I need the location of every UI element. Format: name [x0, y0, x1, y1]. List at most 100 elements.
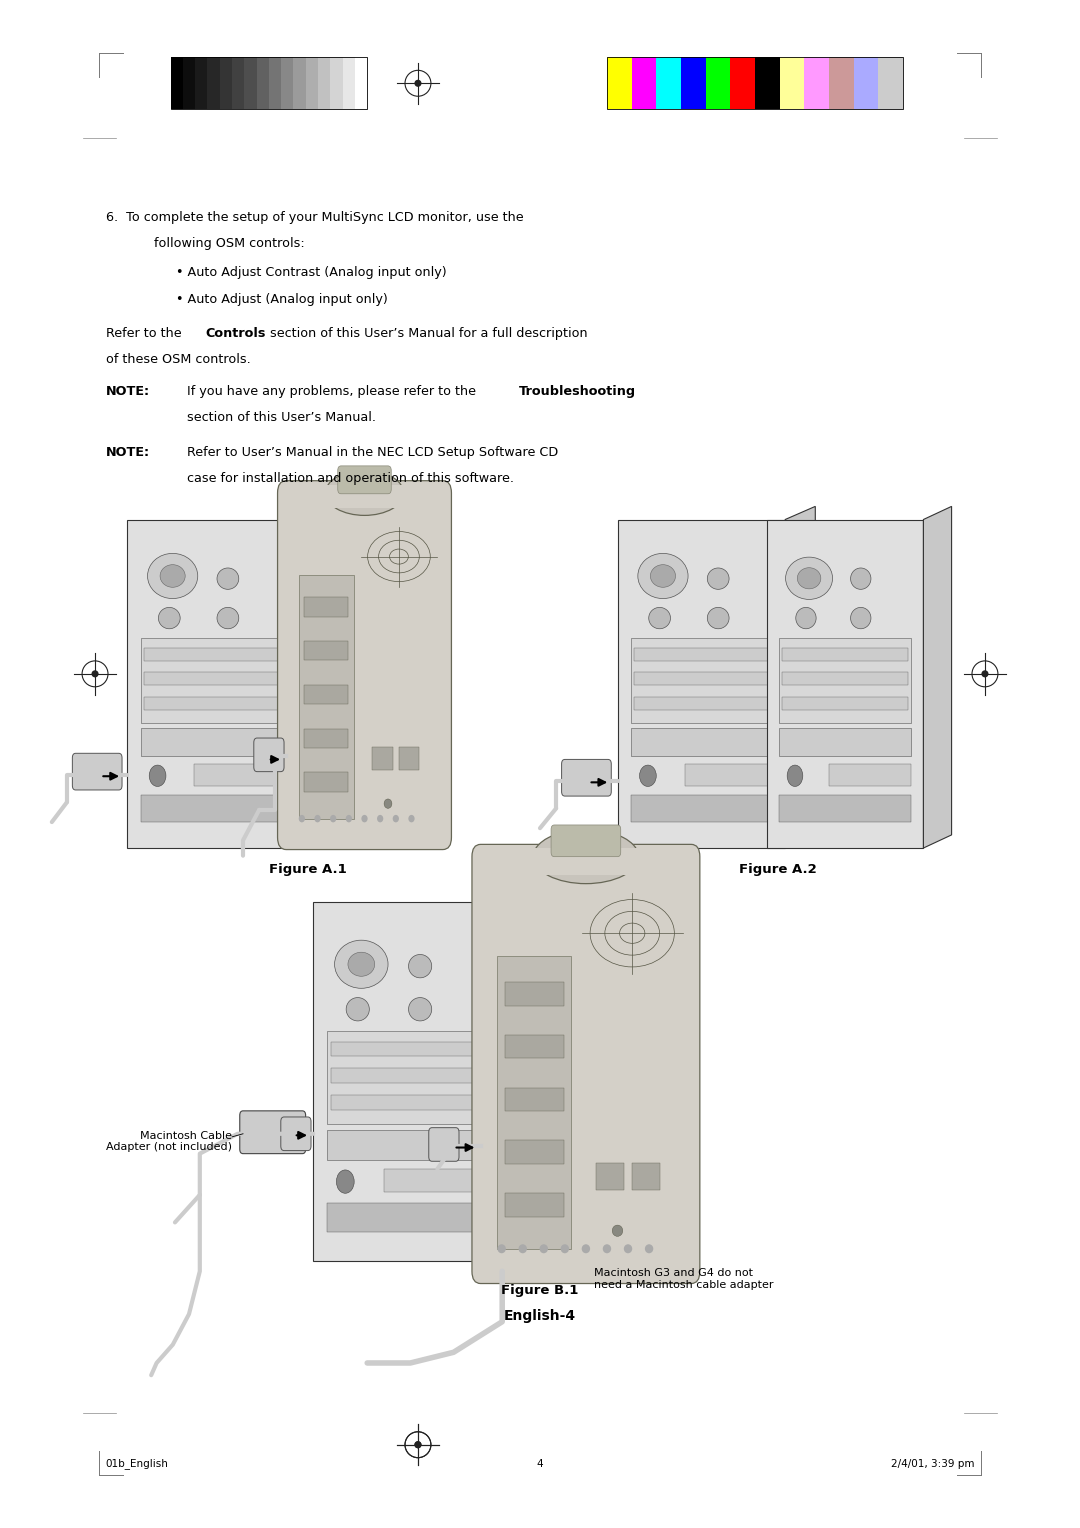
Polygon shape	[785, 506, 815, 848]
Text: following OSM controls:: following OSM controls:	[154, 237, 306, 251]
Polygon shape	[295, 506, 325, 848]
FancyBboxPatch shape	[72, 753, 122, 790]
Bar	[269, 57, 281, 108]
Text: 4: 4	[537, 1459, 543, 1468]
Ellipse shape	[92, 671, 98, 677]
Text: 01b_English: 01b_English	[106, 1458, 168, 1470]
Ellipse shape	[347, 955, 369, 978]
Ellipse shape	[347, 998, 369, 1021]
Text: case for installation and operation of this software.: case for installation and operation of t…	[187, 472, 514, 486]
Polygon shape	[313, 902, 491, 1261]
FancyBboxPatch shape	[429, 1128, 459, 1161]
Ellipse shape	[415, 1441, 421, 1449]
Bar	[730, 57, 755, 108]
Bar	[140, 729, 282, 756]
Ellipse shape	[299, 814, 305, 822]
Text: Figure B.1: Figure B.1	[501, 1284, 579, 1297]
Bar	[171, 57, 367, 108]
Ellipse shape	[982, 671, 988, 677]
Bar	[607, 57, 903, 108]
Bar	[145, 672, 279, 686]
Ellipse shape	[796, 568, 816, 590]
Ellipse shape	[518, 1244, 527, 1253]
Polygon shape	[618, 520, 785, 848]
Bar	[631, 637, 772, 723]
Bar	[504, 1088, 564, 1111]
Ellipse shape	[336, 1170, 354, 1193]
FancyBboxPatch shape	[278, 481, 451, 850]
FancyBboxPatch shape	[338, 466, 391, 494]
Ellipse shape	[797, 568, 821, 588]
FancyBboxPatch shape	[551, 825, 621, 857]
Bar	[504, 1140, 564, 1164]
Bar	[305, 772, 348, 792]
Text: English-4: English-4	[504, 1309, 576, 1323]
Bar	[330, 1042, 473, 1056]
Text: section of this User’s Manual for a full description: section of this User’s Manual for a full…	[266, 327, 588, 341]
Ellipse shape	[561, 1244, 569, 1253]
Bar	[194, 764, 282, 785]
Bar	[782, 672, 907, 686]
Bar	[657, 57, 681, 108]
Bar	[257, 57, 269, 108]
Ellipse shape	[335, 940, 388, 989]
Ellipse shape	[785, 558, 833, 599]
Bar	[305, 729, 348, 749]
Bar	[319, 57, 330, 108]
Bar	[805, 57, 829, 108]
Bar	[705, 57, 730, 108]
Bar	[632, 57, 657, 108]
Bar	[220, 57, 232, 108]
Bar	[878, 57, 903, 108]
Bar	[195, 57, 207, 108]
Bar	[299, 486, 430, 507]
Ellipse shape	[362, 814, 367, 822]
Bar	[782, 648, 907, 660]
Bar	[399, 747, 419, 770]
Ellipse shape	[650, 565, 675, 587]
Ellipse shape	[582, 1244, 590, 1253]
Bar	[330, 57, 342, 108]
Ellipse shape	[408, 998, 432, 1021]
Bar	[829, 57, 853, 108]
Bar	[504, 983, 564, 1005]
Polygon shape	[767, 520, 923, 848]
Bar	[681, 57, 705, 108]
Ellipse shape	[393, 814, 399, 822]
Bar	[140, 637, 282, 723]
Bar	[596, 1163, 624, 1190]
Ellipse shape	[408, 955, 432, 978]
Text: • Auto Adjust Contrast (Analog input only): • Auto Adjust Contrast (Analog input onl…	[176, 266, 447, 280]
Polygon shape	[491, 888, 524, 1261]
Bar	[634, 697, 768, 711]
Bar	[140, 796, 282, 822]
Ellipse shape	[160, 565, 185, 587]
Text: NOTE:: NOTE:	[106, 385, 150, 399]
Bar	[755, 57, 780, 108]
Ellipse shape	[346, 814, 352, 822]
Bar	[780, 796, 910, 822]
Bar	[305, 640, 348, 660]
Text: NOTE:: NOTE:	[106, 446, 150, 460]
Ellipse shape	[649, 608, 671, 628]
Ellipse shape	[540, 1244, 548, 1253]
Bar	[632, 1163, 660, 1190]
Ellipse shape	[415, 1441, 421, 1449]
Bar	[384, 1169, 477, 1192]
Bar	[145, 697, 279, 711]
Bar	[299, 575, 353, 819]
Text: 2/4/01, 3:39 pm: 2/4/01, 3:39 pm	[891, 1459, 974, 1468]
Bar	[327, 1203, 477, 1232]
Bar	[145, 648, 279, 660]
Ellipse shape	[851, 608, 870, 628]
Bar	[294, 57, 306, 108]
Text: Refer to the: Refer to the	[106, 327, 186, 341]
Bar	[305, 685, 348, 704]
Text: Figure A.1: Figure A.1	[269, 863, 347, 877]
Bar	[327, 1129, 477, 1160]
Ellipse shape	[787, 766, 802, 787]
Bar	[342, 57, 355, 108]
Text: Controls: Controls	[205, 327, 266, 341]
Bar	[607, 57, 632, 108]
Text: 6.  To complete the setup of your MultiSync LCD monitor, use the: 6. To complete the setup of your MultiSy…	[106, 211, 524, 225]
